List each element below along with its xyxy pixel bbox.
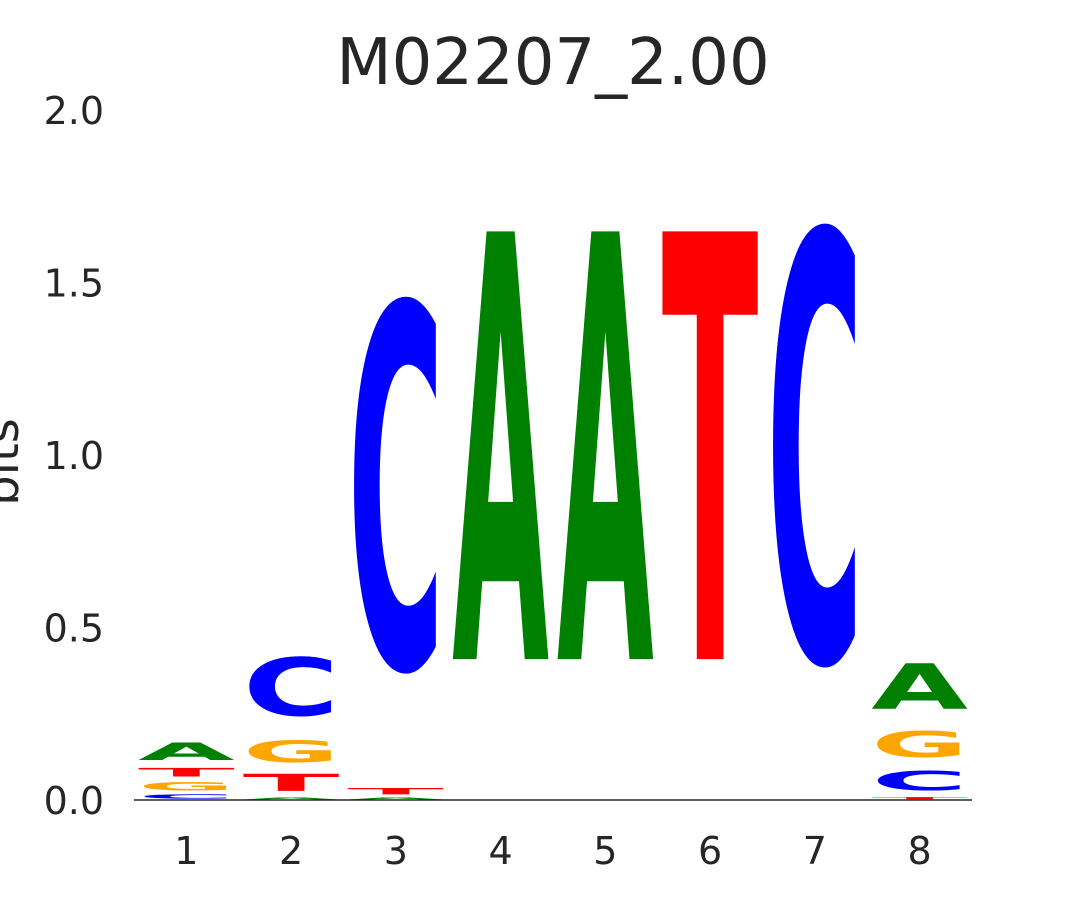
logo-letter-g: G [243,735,340,769]
y-tick-label: 1.5 [44,262,104,306]
x-tick-label: 4 [489,829,513,873]
chart-title: M02207_2.00 [336,26,769,100]
y-axis-ticks: 0.0 0.5 1.0 1.5 2.0 [44,89,104,823]
logo-letter-a: A [138,738,235,765]
x-tick-label: 5 [593,829,617,873]
y-tick-label: 0.5 [44,607,104,651]
logo-letter-a: A [557,116,655,799]
logo-letter-c: C [138,793,235,800]
logo-letter-c: C [767,116,864,799]
x-tick-label: 1 [174,829,198,873]
x-tick-label: 6 [698,829,722,873]
logo-letter-t: T [871,797,968,800]
logo-letter-t: T [348,786,445,796]
y-tick-label: 0.0 [44,779,104,823]
logo-letter-t: T [138,766,235,780]
logo-letter-a: A [452,116,550,799]
y-axis-label: bits [0,418,30,506]
logo-letter-t: T [243,769,340,796]
logo-letter-a: A [348,797,445,800]
x-axis-ticks: 1 2 3 4 5 6 7 8 [174,829,931,873]
x-tick-label: 2 [279,829,303,873]
logo-letter-t: T [662,115,760,798]
logo-letter-c: C [871,766,968,797]
logo-letter-c: C [348,204,445,784]
x-tick-label: 8 [908,829,932,873]
logo-letter-g: G [138,779,235,793]
y-tick-label: 1.0 [44,434,104,478]
logo-letter-a: A [871,652,968,724]
x-tick-label: 3 [384,829,408,873]
y-tick-label: 2.0 [44,89,104,133]
logo-letter-g: G [871,724,968,765]
x-tick-label: 7 [803,829,827,873]
logo-letter-c: C [243,642,340,735]
logo-letter-a: A [243,797,340,800]
